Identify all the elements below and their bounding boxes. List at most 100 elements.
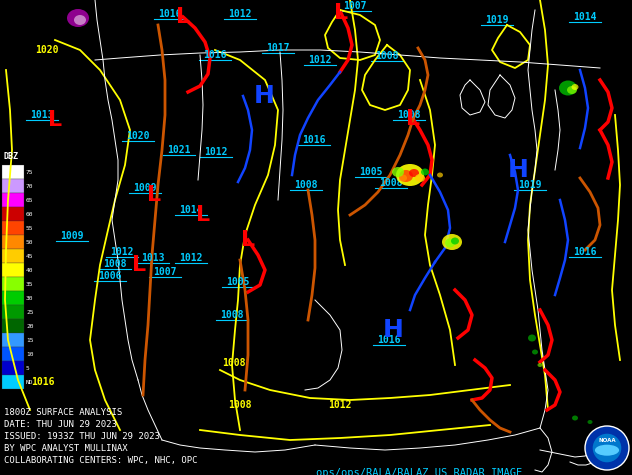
Text: 1016: 1016	[302, 135, 325, 145]
Text: 1006: 1006	[98, 271, 122, 281]
Text: 1016: 1016	[573, 247, 597, 257]
Bar	[2, 165, 24, 179]
Text: ops/ops/RALA/RALAZ US RADAR IMAGE: ops/ops/RALA/RALAZ US RADAR IMAGE	[316, 468, 522, 475]
Text: H: H	[507, 158, 528, 182]
Bar	[2, 319, 24, 333]
Ellipse shape	[537, 363, 542, 367]
Ellipse shape	[399, 170, 413, 182]
Text: 1013: 1013	[141, 253, 165, 263]
Ellipse shape	[409, 169, 419, 177]
Text: 1014: 1014	[573, 12, 597, 22]
Text: 1019: 1019	[485, 15, 509, 25]
Text: 1016: 1016	[377, 335, 401, 345]
Bar	[2, 249, 24, 263]
Text: 40: 40	[26, 267, 33, 273]
Text: 1014: 1014	[179, 205, 203, 215]
Text: 75: 75	[26, 170, 33, 174]
Text: 1012: 1012	[204, 147, 228, 157]
Ellipse shape	[595, 445, 619, 456]
Text: 1008: 1008	[220, 310, 244, 320]
Text: L: L	[176, 7, 190, 27]
Ellipse shape	[559, 80, 577, 95]
Text: 30: 30	[26, 295, 33, 301]
Text: 1008: 1008	[228, 400, 252, 410]
Text: 1016: 1016	[31, 377, 55, 387]
Text: L: L	[147, 185, 161, 205]
Text: 1008: 1008	[295, 180, 318, 190]
Bar	[2, 277, 24, 291]
Text: 1012: 1012	[308, 55, 332, 65]
Text: 20: 20	[26, 323, 33, 329]
Bar	[2, 305, 24, 319]
Circle shape	[585, 426, 629, 470]
Text: 55: 55	[26, 226, 33, 230]
Text: 65: 65	[26, 198, 33, 202]
Text: 1020: 1020	[126, 131, 150, 141]
Text: 1008: 1008	[222, 358, 246, 368]
Bar	[2, 207, 24, 221]
Ellipse shape	[437, 172, 443, 178]
Bar	[2, 193, 24, 207]
Bar	[2, 263, 24, 277]
Text: 1009: 1009	[133, 183, 157, 193]
Ellipse shape	[74, 15, 86, 25]
Ellipse shape	[392, 167, 404, 177]
Text: 1021: 1021	[167, 145, 191, 155]
Ellipse shape	[588, 420, 593, 424]
Text: 15: 15	[26, 338, 33, 342]
Text: 35: 35	[26, 282, 33, 286]
Text: H: H	[253, 84, 274, 108]
Text: L: L	[48, 110, 62, 130]
Ellipse shape	[399, 174, 407, 181]
Ellipse shape	[415, 174, 425, 182]
Ellipse shape	[442, 234, 462, 250]
Bar	[2, 347, 24, 361]
Bar	[2, 221, 24, 235]
Text: 1016: 1016	[204, 50, 227, 60]
Text: 1008: 1008	[398, 110, 421, 120]
Text: 10: 10	[26, 352, 33, 357]
Text: COLLABORATING CENTERS: WPC, NHC, OPC: COLLABORATING CENTERS: WPC, NHC, OPC	[4, 456, 197, 465]
Ellipse shape	[67, 9, 89, 27]
Ellipse shape	[532, 350, 538, 354]
Text: 1012: 1012	[179, 253, 203, 263]
Text: 60: 60	[26, 211, 33, 217]
Bar	[2, 235, 24, 249]
Text: 1020: 1020	[35, 45, 59, 55]
Text: L: L	[132, 255, 146, 275]
Text: 1016: 1016	[158, 9, 182, 19]
Text: DBZ: DBZ	[3, 152, 18, 161]
Text: 70: 70	[26, 183, 33, 189]
Text: ISSUED: 1933Z THU JUN 29 2023: ISSUED: 1933Z THU JUN 29 2023	[4, 432, 160, 441]
Text: 1017: 1017	[266, 43, 289, 53]
Text: L: L	[406, 109, 420, 129]
Text: 1012: 1012	[228, 9, 252, 19]
Text: 1800Z SURFACE ANALYSIS: 1800Z SURFACE ANALYSIS	[4, 408, 122, 417]
Text: 1009: 1009	[60, 231, 84, 241]
Bar	[2, 375, 24, 389]
Text: 25: 25	[26, 310, 33, 314]
Text: 1013: 1013	[30, 110, 54, 120]
Text: 1007: 1007	[343, 1, 367, 11]
Text: 1012: 1012	[110, 247, 134, 257]
Text: ND: ND	[26, 380, 33, 384]
Ellipse shape	[567, 86, 577, 94]
Text: L: L	[334, 3, 348, 23]
Ellipse shape	[528, 334, 536, 342]
Ellipse shape	[445, 238, 455, 247]
Ellipse shape	[571, 84, 578, 90]
Bar	[2, 291, 24, 305]
Text: 1008: 1008	[103, 259, 127, 269]
Ellipse shape	[451, 238, 459, 245]
Bar	[2, 179, 24, 193]
Text: 1019: 1019	[518, 180, 542, 190]
Text: 45: 45	[26, 254, 33, 258]
Text: 1012: 1012	[328, 400, 352, 410]
Text: 1008: 1008	[379, 178, 403, 188]
Text: 5: 5	[26, 365, 30, 371]
Text: L: L	[241, 230, 255, 250]
Ellipse shape	[396, 164, 424, 186]
Ellipse shape	[421, 169, 429, 175]
Text: 1005: 1005	[359, 167, 383, 177]
Text: BY WPC ANALYST MULLINAX: BY WPC ANALYST MULLINAX	[4, 444, 128, 453]
